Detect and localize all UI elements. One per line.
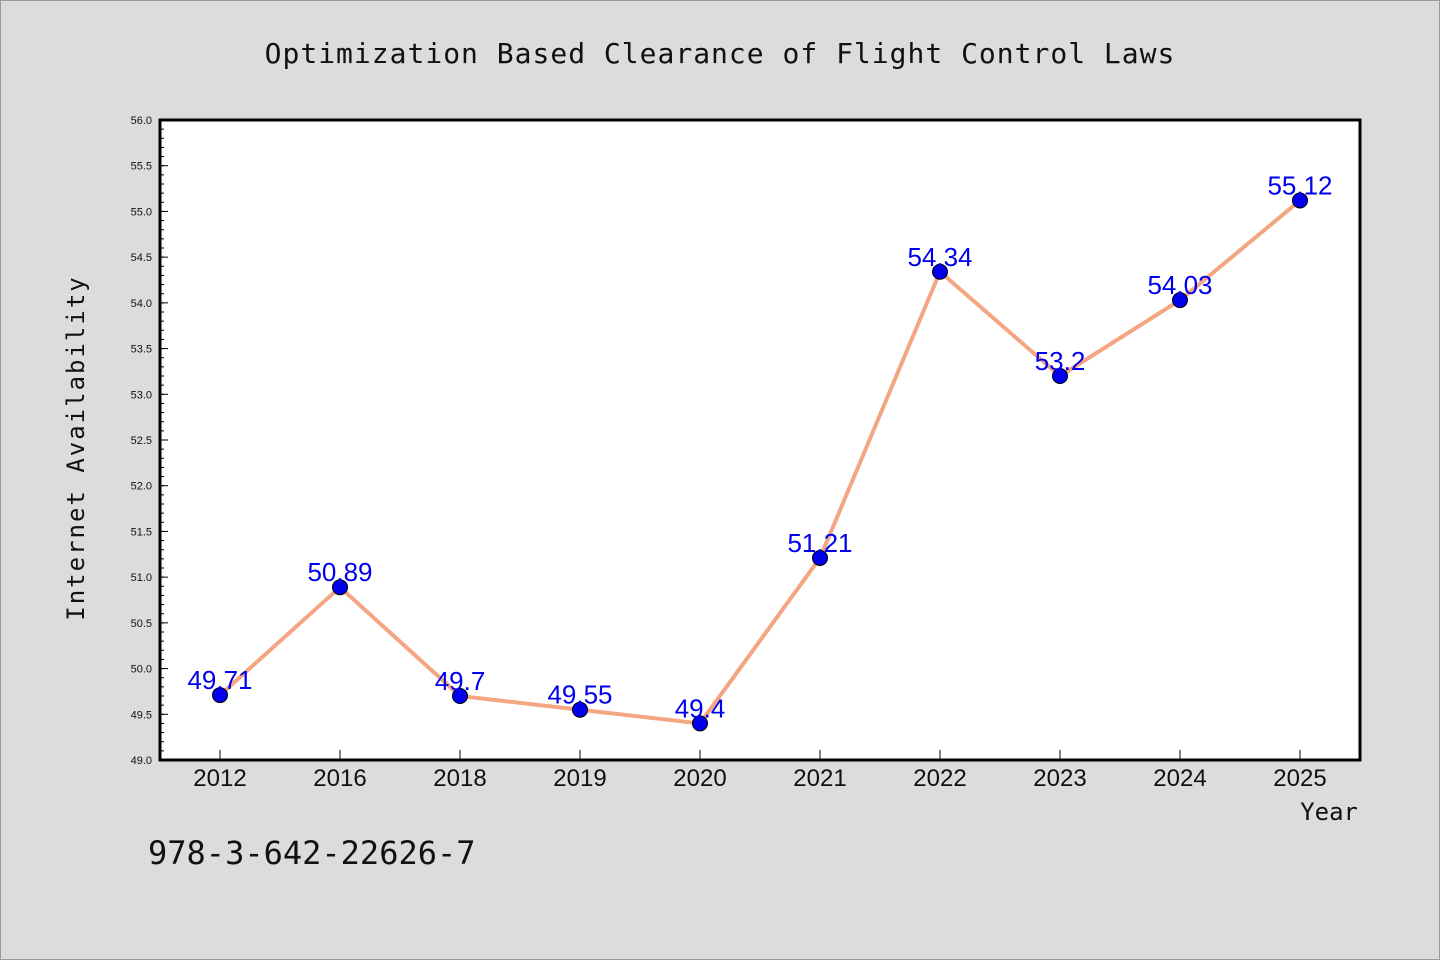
isbn-footer: 978-3-642-22626-7 [148,834,476,872]
x-axis: 2012 2016 2018 2019 2020 2021 2022 2023 2024 2025 [193,750,1327,792]
y-tick-label: 50.0 [131,664,152,676]
data-point [1052,368,1068,384]
data-point [932,263,948,280]
y-tick-label: 54.5 [131,252,152,264]
y-tick-label: 56.0 [131,115,152,127]
y-tick-label: 49.0 [131,755,152,767]
x-axis-label: Year [1300,798,1358,826]
y-tick-label: 53.5 [131,344,152,356]
data-point [332,579,348,596]
x-tick-label: 2024 [1153,765,1206,792]
x-tick-label: 2023 [1033,765,1086,792]
data-label: 50.89 [307,557,372,587]
series-line [218,198,1302,726]
data-point [812,549,828,566]
y-tick-label: 49.5 [131,709,152,721]
data-label: 54.34 [907,242,972,272]
y-axis-label: Internet Availability [62,275,90,620]
data-point [1172,292,1188,309]
data-label: 49.71 [187,665,252,695]
data-label: 49.7 [435,666,486,696]
x-tick-label: 2018 [433,765,486,792]
x-tick-label: 2022 [913,765,966,792]
y-tick-label: 50.5 [131,618,152,630]
data-label: 55.12 [1267,170,1332,200]
y-tick-label: 52.5 [131,435,152,447]
data-point [1292,192,1308,209]
y-tick-label: 55.0 [131,206,152,218]
data-label: 49.4 [675,693,726,723]
data-label: 54.03 [1147,270,1212,300]
x-tick-label: 2020 [673,765,726,792]
data-point [692,715,708,732]
data-label: 53.2 [1035,346,1086,376]
y-tick-label: 51.5 [131,526,152,538]
x-tick-label: 2021 [793,765,846,792]
data-point [452,688,468,704]
plot-area [158,118,1362,762]
data-labels: 49.71 50.89 49.7 49.55 49.4 51.21 54.34 53.2 54.… [187,170,1332,723]
data-point [572,701,588,718]
y-tick-label: 53.0 [131,389,152,401]
chart-title: Optimization Based Clearance of Flight C… [265,37,1176,70]
x-tick-label: 2025 [1273,765,1326,792]
y-axis: 49.0 49.5 50.0 50.5 51.0 51.5 52.0 52.5 53.0 53.5… [131,115,168,767]
y-tick-label: 54.0 [131,298,152,310]
data-label: 49.55 [547,680,612,710]
data-label: 51.21 [787,528,852,558]
series-internet-availability [212,192,1308,732]
x-tick-label: 2019 [553,765,606,792]
data-point [212,687,228,704]
x-tick-label: 2016 [313,765,366,792]
y-tick-label: 55.5 [131,161,152,173]
y-tick-label: 51.0 [131,572,152,584]
x-tick-label: 2012 [193,765,246,792]
y-tick-label: 52.0 [131,481,152,493]
